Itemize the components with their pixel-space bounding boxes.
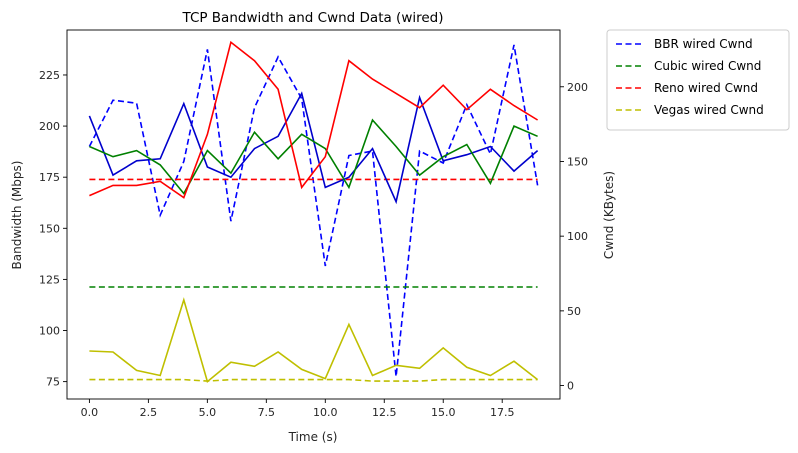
series-line-vegas-wired-cwnd	[89, 378, 538, 382]
y-right-axis-label: Cwnd (KBytes)	[602, 171, 616, 259]
x-axis-label: Time (s)	[288, 430, 338, 444]
legend-entry-label: BBR wired Cwnd	[654, 37, 753, 51]
legend-entry-label: Cubic wired Cwnd	[654, 59, 761, 73]
y-right-tick-label: 100	[567, 230, 588, 243]
y-left-tick-label: 175	[39, 171, 60, 184]
series-line-bandwidth-line-2	[89, 118, 538, 195]
series-line-bandwidth-line-4	[89, 297, 539, 383]
x-tick-label: 15.0	[431, 406, 456, 419]
series-layer	[88, 40, 539, 383]
axes-layer: 0.0 2.5 5.0 7.5 10.0 12.5 15.0 17.5 75 100 125 150 1…	[39, 29, 588, 419]
legend-entry-label: Vegas wired Cwnd	[654, 103, 764, 117]
y-left-axis-label: Bandwidth (Mbps)	[10, 161, 24, 270]
y-left-tick-label: 150	[39, 222, 60, 235]
x-tick-label: 0.0	[81, 406, 99, 419]
x-tick-label: 10.0	[313, 406, 338, 419]
y-left-tick-label: 125	[39, 273, 60, 286]
chart-title: TCP Bandwidth and Cwnd Data (wired)	[181, 10, 443, 26]
legend: BBR wired Cwnd Cubic wired Cwnd Reno wired…	[606, 29, 790, 131]
legend-box	[606, 29, 790, 131]
x-tick-label: 2.5	[140, 406, 158, 419]
series-line-bbr-wired-cwnd	[88, 44, 539, 377]
legend-entry-label: Reno wired Cwnd	[654, 81, 758, 95]
y-left-tick-label: 100	[39, 325, 60, 338]
y-right-tick-label: 150	[567, 155, 588, 168]
y-right-tick-label: 50	[567, 305, 581, 318]
series-line-bandwidth-line-1	[88, 91, 539, 205]
x-tick-label: 17.5	[490, 406, 515, 419]
y-right-tick-label: 200	[567, 81, 588, 94]
y-right-tick-label: 0	[567, 380, 574, 393]
x-tick-label: 5.0	[199, 406, 217, 419]
y-left-tick-label: 75	[46, 376, 60, 389]
x-tick-label: 12.5	[372, 406, 397, 419]
series-line-bandwidth-line-3	[89, 40, 539, 199]
y-left-tick-label: 200	[39, 120, 60, 133]
y-left-tick-label: 225	[39, 69, 60, 82]
plot-frame	[66, 29, 561, 400]
x-tick-label: 7.5	[258, 406, 276, 419]
